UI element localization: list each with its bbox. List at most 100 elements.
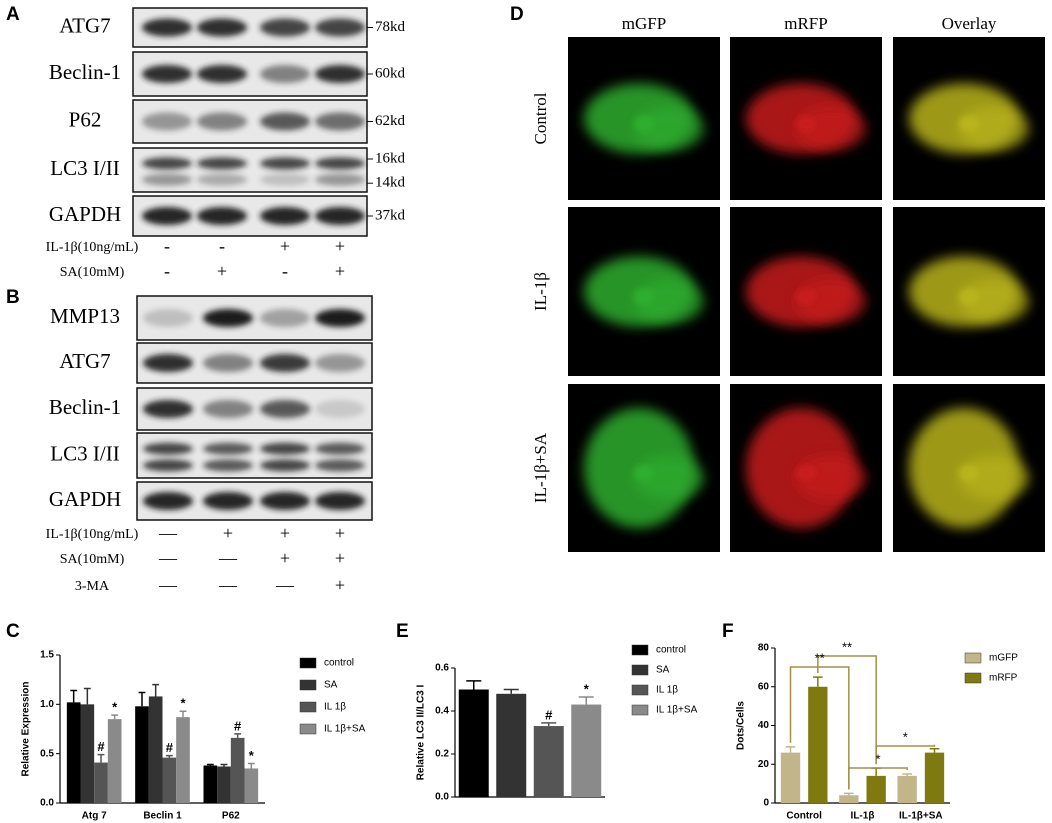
bar (897, 775, 917, 803)
blot-band (315, 492, 365, 510)
column-header: Overlay (942, 14, 997, 33)
blot-band (203, 442, 253, 455)
y-tick-label: 0.6 (435, 663, 449, 674)
bracket-label: * (903, 729, 908, 744)
treatment-sign: + (280, 548, 290, 568)
treatment-sign: + (335, 548, 345, 568)
nucleus (634, 115, 654, 132)
error-bar (503, 688, 519, 694)
bar (203, 765, 218, 803)
significance-bracket (817, 655, 877, 765)
blot-band (260, 65, 310, 83)
legend-label: IL 1β (656, 685, 678, 696)
bracket-label: * (875, 751, 880, 766)
nucleus (796, 288, 816, 305)
treatment-sign: — (158, 575, 178, 595)
row-label: IL-1β+SA (531, 432, 550, 503)
blot-label: GAPDH (49, 202, 121, 226)
cell (796, 279, 866, 324)
cell (796, 106, 866, 151)
significance-marker: # (166, 740, 174, 755)
row-label: IL-1β (531, 272, 550, 311)
treatment-sign: + (335, 523, 345, 543)
panel-letter: E (396, 621, 409, 642)
error-bar (152, 683, 160, 697)
size-label: 16kd (375, 150, 406, 166)
blot-band (315, 442, 365, 455)
x-tick-label: IL-1β (851, 811, 875, 822)
error-bar (247, 762, 255, 769)
bar (780, 752, 801, 803)
blot-band (260, 173, 310, 186)
nucleus (796, 115, 816, 132)
bar (80, 704, 95, 803)
bar (496, 693, 527, 797)
y-tick-label: 0.5 (40, 748, 54, 759)
significance-marker: * (180, 696, 186, 711)
blot-band (143, 442, 193, 455)
blot-band (143, 459, 193, 472)
x-tick-label: Beclin 1 (143, 811, 182, 822)
legend-label: SA (656, 665, 670, 676)
treatment-sign: + (335, 236, 345, 256)
error-bar (179, 710, 187, 718)
error-bar (813, 676, 823, 687)
blot-label: LC3 I/II (50, 156, 119, 180)
treatment-sign: + (335, 575, 345, 595)
bar (162, 757, 177, 803)
legend-label: control (324, 658, 354, 669)
bar (94, 762, 108, 803)
nucleus (634, 288, 654, 305)
legend-swatch (631, 644, 649, 656)
panel-letter: C (6, 621, 20, 642)
significance-marker: # (234, 718, 242, 733)
blot-label: ATG7 (59, 13, 110, 37)
nucleus (959, 288, 979, 305)
blot-band (260, 459, 310, 472)
blot-band (142, 112, 192, 131)
treatment-sign: + (217, 261, 227, 281)
bar (924, 752, 945, 803)
treatment-sign: — (158, 523, 178, 543)
treatment-sign: - (164, 236, 170, 256)
treatment-label: SA(10mM) (60, 265, 125, 280)
blot-band (260, 157, 310, 170)
y-tick-label: 20 (758, 759, 770, 770)
error-bar (83, 687, 91, 705)
y-tick-label: 80 (758, 643, 770, 654)
treatment-sign: - (282, 261, 288, 281)
bar (66, 702, 81, 803)
blot-band (197, 112, 247, 131)
y-tick-label: 1.0 (40, 699, 54, 710)
y-axis-label: Relative LC3 II/LC3 I (416, 684, 427, 780)
error-bar (785, 746, 796, 753)
treatment-label: IL-1β(10ng/mL) (46, 240, 139, 255)
blot-label: P62 (69, 107, 102, 131)
legend-swatch (631, 664, 649, 676)
bracket-label: ** (815, 650, 825, 665)
bar (230, 737, 245, 803)
blot-label: Beclin-1 (49, 395, 121, 419)
error-bar (165, 754, 173, 758)
error-bar (220, 763, 228, 767)
significance-marker: # (97, 739, 105, 754)
treatment-sign: — (218, 575, 238, 595)
bar (839, 795, 859, 803)
legend-label: control (656, 645, 686, 656)
error-bar (902, 773, 912, 776)
legend-label: mGFP (989, 653, 1018, 664)
treatment-sign: + (335, 261, 345, 281)
blot-band (260, 354, 310, 372)
blot-band (315, 173, 365, 186)
blot-band (315, 112, 365, 131)
cell (959, 279, 1029, 324)
blot-band (260, 442, 310, 455)
cell (634, 279, 704, 324)
y-tick-label: 0.0 (40, 798, 54, 809)
blot-band (260, 492, 310, 510)
significance-bracket (848, 767, 908, 790)
panel-letter: F (722, 621, 734, 642)
blot-band (260, 400, 310, 418)
blot-band (203, 354, 253, 372)
blot-band (142, 173, 192, 186)
